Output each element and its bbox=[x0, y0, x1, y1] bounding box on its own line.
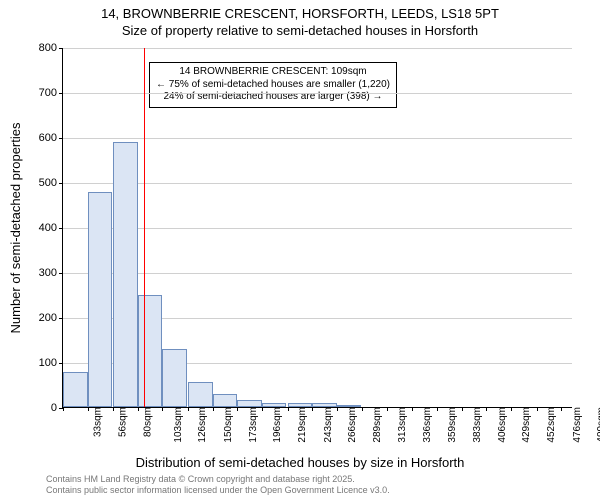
xtick-label: 452sqm bbox=[544, 407, 557, 443]
footer-line-1: Contains HM Land Registry data © Crown c… bbox=[46, 474, 390, 485]
xtick-mark bbox=[213, 407, 214, 411]
xtick-label: 150sqm bbox=[221, 407, 234, 443]
histogram-bar bbox=[138, 295, 163, 407]
xtick-label: 406sqm bbox=[495, 407, 508, 443]
histogram-bar bbox=[237, 400, 262, 407]
ytick-label: 200 bbox=[39, 312, 63, 324]
xtick-mark bbox=[537, 407, 538, 411]
xtick-label: 56sqm bbox=[115, 407, 128, 437]
chart-plot-area: 14 BROWNBERRIE CRESCENT: 109sqm ← 75% of… bbox=[62, 48, 572, 408]
xtick-mark bbox=[88, 407, 89, 411]
xtick-mark bbox=[486, 407, 487, 411]
xtick-label: 173sqm bbox=[246, 407, 259, 443]
xtick-label: 219sqm bbox=[295, 407, 308, 443]
xtick-mark bbox=[561, 407, 562, 411]
xtick-label: 476sqm bbox=[570, 407, 583, 443]
title-line-2: Size of property relative to semi-detach… bbox=[0, 23, 600, 40]
xtick-mark bbox=[437, 407, 438, 411]
xtick-mark bbox=[337, 407, 338, 411]
xtick-mark bbox=[63, 407, 64, 411]
xtick-mark bbox=[138, 407, 139, 411]
histogram-bar bbox=[162, 349, 187, 408]
histogram-bar bbox=[213, 394, 238, 407]
xtick-label: 359sqm bbox=[445, 407, 458, 443]
xtick-mark bbox=[237, 407, 238, 411]
xtick-label: 289sqm bbox=[370, 407, 383, 443]
xtick-label: 103sqm bbox=[171, 407, 184, 443]
xtick-label: 313sqm bbox=[395, 407, 408, 443]
xtick-mark bbox=[188, 407, 189, 411]
title-line-1: 14, BROWNBERRIE CRESCENT, HORSFORTH, LEE… bbox=[0, 6, 600, 23]
xtick-mark bbox=[387, 407, 388, 411]
gridline bbox=[63, 48, 572, 49]
annotation-line-1: 14 BROWNBERRIE CRESCENT: 109sqm bbox=[156, 66, 390, 79]
histogram-bar bbox=[188, 382, 213, 407]
attribution-footer: Contains HM Land Registry data © Crown c… bbox=[46, 474, 390, 496]
xtick-label: 196sqm bbox=[270, 407, 283, 443]
ytick-label: 100 bbox=[39, 357, 63, 369]
xtick-mark bbox=[262, 407, 263, 411]
x-axis-label: Distribution of semi-detached houses by … bbox=[0, 455, 600, 470]
xtick-label: 80sqm bbox=[141, 407, 154, 437]
marker-annotation: 14 BROWNBERRIE CRESCENT: 109sqm ← 75% of… bbox=[149, 62, 397, 108]
histogram-bar bbox=[88, 192, 113, 407]
xtick-label: 429sqm bbox=[519, 407, 532, 443]
ytick-label: 500 bbox=[39, 177, 63, 189]
xtick-mark bbox=[412, 407, 413, 411]
chart-title-block: 14, BROWNBERRIE CRESCENT, HORSFORTH, LEE… bbox=[0, 0, 600, 40]
xtick-label: 266sqm bbox=[345, 407, 358, 443]
xtick-mark bbox=[511, 407, 512, 411]
ytick-label: 0 bbox=[51, 402, 63, 414]
xtick-label: 499sqm bbox=[594, 407, 600, 443]
marker-line bbox=[144, 48, 145, 407]
xtick-mark bbox=[162, 407, 163, 411]
xtick-label: 383sqm bbox=[470, 407, 483, 443]
ytick-label: 600 bbox=[39, 132, 63, 144]
gridline bbox=[63, 273, 572, 274]
ytick-label: 700 bbox=[39, 87, 63, 99]
xtick-label: 33sqm bbox=[91, 407, 104, 437]
xtick-label: 336sqm bbox=[420, 407, 433, 443]
footer-line-2: Contains public sector information licen… bbox=[46, 485, 390, 496]
gridline bbox=[63, 228, 572, 229]
annotation-line-2: ← 75% of semi-detached houses are smalle… bbox=[156, 79, 390, 92]
gridline bbox=[63, 138, 572, 139]
y-axis-label: Number of semi-detached properties bbox=[8, 123, 23, 334]
ytick-label: 400 bbox=[39, 222, 63, 234]
ytick-label: 800 bbox=[39, 42, 63, 54]
gridline bbox=[63, 93, 572, 94]
xtick-mark bbox=[312, 407, 313, 411]
xtick-mark bbox=[462, 407, 463, 411]
histogram-bar bbox=[63, 372, 88, 407]
xtick-label: 243sqm bbox=[321, 407, 334, 443]
xtick-label: 126sqm bbox=[196, 407, 209, 443]
gridline bbox=[63, 183, 572, 184]
xtick-mark bbox=[362, 407, 363, 411]
histogram-bar bbox=[113, 142, 138, 407]
ytick-label: 300 bbox=[39, 267, 63, 279]
xtick-mark bbox=[288, 407, 289, 411]
xtick-mark bbox=[113, 407, 114, 411]
